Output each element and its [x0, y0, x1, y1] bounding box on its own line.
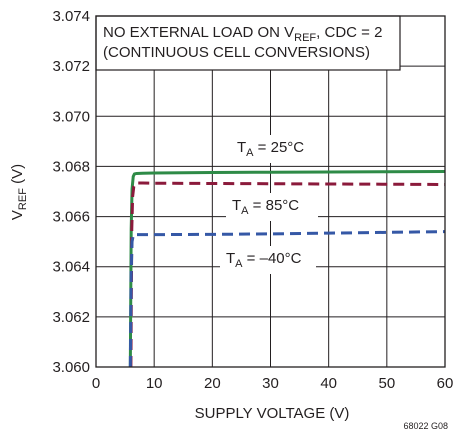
- x-tick-label: 60: [437, 375, 454, 392]
- series-label-25c: TA = 25°C: [237, 139, 304, 159]
- series-label-minus40c-tail: = –40°C: [243, 250, 302, 267]
- series-label-minus40c: TA = –40°C: [226, 250, 302, 270]
- grid: [95, 15, 445, 367]
- y-axis-title-sub: REF: [17, 188, 29, 210]
- y-tick-label: 3.070: [52, 108, 90, 125]
- x-tick-label: 40: [320, 375, 337, 392]
- x-tick-label: 50: [378, 375, 395, 392]
- series-label-background: [220, 246, 316, 274]
- y-tick-label: 3.066: [52, 209, 90, 226]
- plot-frame: [95, 15, 446, 368]
- series-label-25c-sub: A: [246, 147, 254, 159]
- y-axis-title: VREF (V): [9, 164, 29, 220]
- x-tick-label: 0: [92, 375, 100, 392]
- series-lines: [128, 169, 446, 368]
- figure-id: 68022 G08: [403, 421, 448, 431]
- annotation-line-1-tail: , CDC = 2: [316, 24, 382, 41]
- annotation-line-1-sub: REF: [294, 32, 316, 44]
- x-tick-label: 30: [262, 375, 279, 392]
- x-tick-label: 10: [146, 375, 163, 392]
- series-label-85c-sub: A: [241, 205, 249, 217]
- annotation-box: [95, 15, 401, 71]
- series-label-background: [230, 135, 322, 163]
- y-tick-label: 3.064: [52, 259, 90, 276]
- tick-labels: 0 10 20 30 40 50 60 3.060 3.062 3.064 3.066 3.068 3.…: [52, 8, 453, 392]
- series-label-85c-tail: = 85°C: [249, 197, 300, 214]
- y-tick-label: 3.074: [52, 8, 90, 25]
- x-axis-title: SUPPLY VOLTAGE (V): [195, 405, 350, 422]
- series-label-85c-t: T: [232, 197, 241, 214]
- annotation-line-1: NO EXTERNAL LOAD ON VREF, CDC = 2: [103, 24, 382, 44]
- y-axis-title-unit: (V): [9, 164, 26, 188]
- y-tick-label: 3.062: [52, 309, 90, 326]
- series-line-2: [128, 230, 446, 368]
- y-tick-label: 3.068: [52, 158, 90, 175]
- y-axis-title-v: V: [9, 210, 26, 220]
- series-label-background: [226, 193, 318, 221]
- series-label-25c-tail: = 25°C: [254, 139, 305, 156]
- x-tick-label: 20: [204, 375, 221, 392]
- series-label-85c: TA = 85°C: [232, 197, 299, 217]
- series-label-minus40c-t: T: [226, 250, 235, 267]
- annotation-line-1-text: NO EXTERNAL LOAD ON V: [103, 24, 294, 41]
- y-tick-label: 3.072: [52, 58, 90, 75]
- y-tick-label: 3.060: [52, 359, 90, 376]
- series-label-minus40c-sub: A: [235, 258, 243, 270]
- series-label-25c-t: T: [237, 139, 246, 156]
- series-line-1: [129, 181, 446, 368]
- annotation-line-2: (CONTINUOUS CELL CONVERSIONS): [103, 44, 370, 61]
